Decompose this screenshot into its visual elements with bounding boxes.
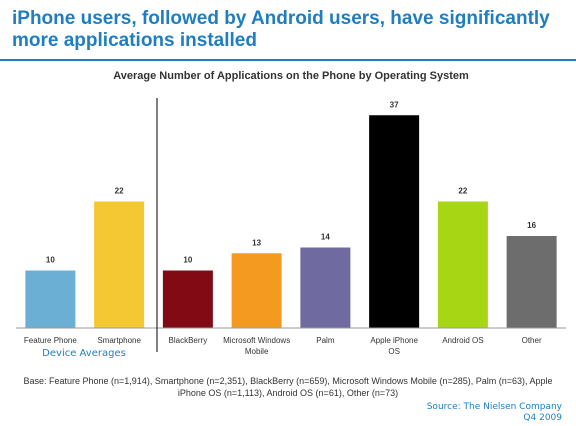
- bar-chart: Average Number of Applications on the Ph…: [16, 70, 566, 359]
- data-label: 13: [252, 238, 261, 247]
- x-tick-label: Feature Phone: [24, 336, 77, 345]
- data-label: 22: [115, 187, 124, 196]
- bar-other: [506, 236, 557, 328]
- base-footnote: Base: Feature Phone (n=1,914), Smartphon…: [23, 376, 553, 398]
- bar-palm: [300, 247, 351, 328]
- data-label: 37: [390, 100, 399, 109]
- headline-divider: [0, 59, 576, 61]
- data-label: 10: [183, 256, 192, 265]
- device-averages-label: Device Averages: [42, 348, 126, 359]
- bar-smartphone: [94, 201, 145, 328]
- bar-android-os: [437, 201, 488, 328]
- bar-microsoft-windows-mobile: [231, 253, 282, 328]
- x-tick-label: Android OS: [442, 336, 483, 345]
- source-period: Q4 2009: [523, 413, 562, 423]
- x-tick-label: BlackBerry: [169, 336, 208, 345]
- data-label: 16: [527, 221, 536, 230]
- data-label: 10: [46, 256, 55, 265]
- x-tick-label: Microsoft Windows: [223, 336, 290, 345]
- x-tick-label: Palm: [316, 336, 335, 345]
- slide-headline: iPhone users, followed by Android users,…: [12, 8, 550, 51]
- chart-title: Average Number of Applications on the Ph…: [113, 70, 469, 82]
- x-tick-label: Other: [522, 336, 542, 345]
- data-label: 22: [458, 187, 467, 196]
- x-tick-label: OS: [388, 347, 400, 356]
- x-tick-label: Smartphone: [97, 336, 141, 345]
- x-tick-label: Apple iPhone: [370, 336, 418, 345]
- source-line: Source: The Nielsen Company: [426, 402, 562, 412]
- bar-blackberry: [162, 270, 213, 328]
- x-tick-labels: Feature Phone Smartphone BlackBerry Microso…: [24, 336, 542, 356]
- data-label: 14: [321, 233, 330, 242]
- bars-group: 10 22 10 13 14 37 22 16: [25, 100, 557, 328]
- source-credit: Source: The Nielsen Company Q4 2009: [427, 402, 562, 424]
- bar-apple-iphone-os: [369, 115, 420, 328]
- bar-feature-phone: [25, 270, 76, 328]
- x-tick-label: Mobile: [245, 347, 269, 356]
